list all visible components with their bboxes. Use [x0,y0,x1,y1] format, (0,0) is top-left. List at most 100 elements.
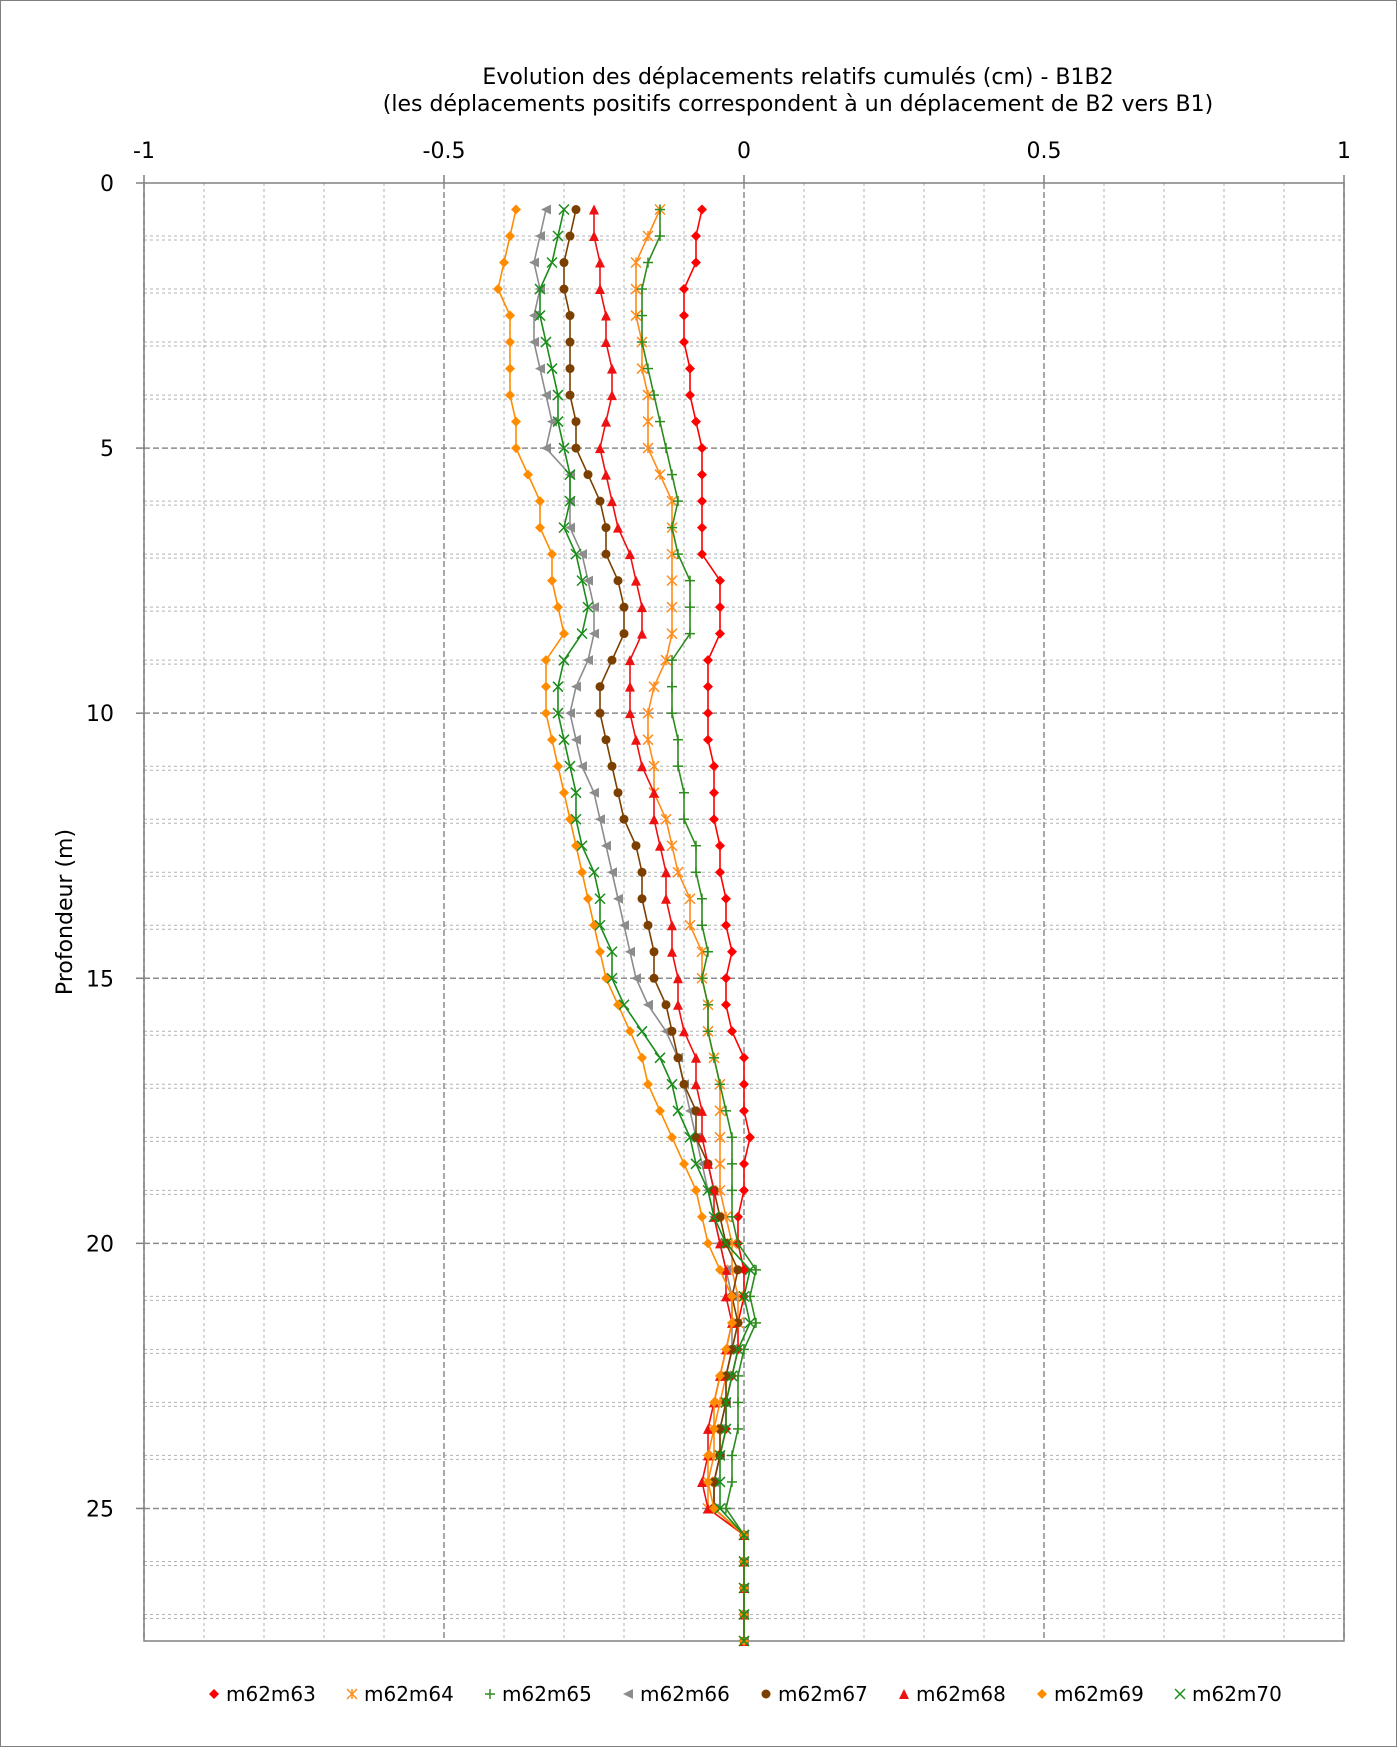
data-point-m62m63 [679,310,689,321]
data-point-m62m63 [727,1026,737,1037]
data-point-m62m70 [690,1158,702,1170]
data-point-m62m66 [601,840,611,851]
data-point-m62m69 [577,867,587,878]
data-point-m62m68 [667,920,677,931]
data-point-m62m65 [679,787,689,798]
data-point-m62m65 [739,1344,749,1355]
data-point-m62m70 [558,203,570,216]
legend-item-m62m66: m62m66 [623,1682,730,1706]
data-point-m62m68 [691,1079,701,1090]
data-point-m62m65 [691,840,701,851]
data-point-m62m68 [601,310,611,321]
data-point-m62m69 [679,1158,689,1169]
data-point-m62m65 [727,1450,737,1461]
data-point-m62m70 [684,1131,696,1143]
data-point-m62m70 [720,1237,732,1249]
data-point-m62m69 [493,284,503,295]
data-point-m62m65 [727,1476,737,1487]
data-point-m62m67 [571,205,581,215]
data-point-m62m67 [667,1026,677,1036]
data-point-m62m68 [631,575,641,586]
data-point-m62m65 [733,1238,743,1249]
x-tick-label: 0.5 [1027,139,1062,164]
legend-marker-m62m68 [899,1689,909,1699]
data-point-m62m66 [529,257,539,268]
data-point-m62m70 [726,1370,738,1382]
data-point-m62m70 [552,707,564,719]
data-point-m62m67 [643,920,653,930]
legend-marker-m62m63 [209,1689,219,1699]
data-point-m62m65 [643,257,653,268]
data-point-m62m65 [685,602,695,613]
data-point-m62m64 [630,310,642,322]
data-point-m62m66 [535,363,545,374]
data-point-m62m63 [685,390,695,401]
data-point-m62m63 [715,628,725,639]
data-point-m62m65 [733,1397,743,1408]
data-point-m62m70 [720,1423,732,1435]
data-point-m62m63 [703,708,713,719]
data-point-m62m65 [727,1185,737,1196]
data-point-m62m68 [595,257,605,268]
data-point-m62m70 [570,787,582,799]
data-point-m62m70 [732,1343,744,1355]
data-point-m62m64 [660,813,672,825]
data-point-m62m70 [576,575,588,587]
data-point-m62m70 [564,469,576,481]
data-point-m62m67 [721,1371,731,1381]
data-point-m62m68 [613,522,623,533]
data-point-m62m63 [721,999,731,1010]
data-point-m62m68 [703,1503,713,1514]
data-point-m62m66 [631,973,641,984]
data-point-m62m67 [607,761,617,771]
data-point-m62m65 [685,628,695,639]
data-point-m62m65 [703,946,713,957]
data-point-m62m70 [594,893,606,905]
data-point-m62m64 [648,681,660,693]
data-point-m62m67 [607,655,617,665]
chart-title: Evolution des déplacements relatifs cumu… [482,65,1113,90]
data-point-m62m63 [703,734,713,745]
legend-item-m62m68: m62m68 [899,1682,1006,1706]
data-point-m62m64 [666,495,678,507]
data-point-m62m69 [715,1264,725,1275]
data-point-m62m70 [738,1529,750,1541]
data-point-m62m68 [625,681,635,692]
data-point-m62m64 [648,760,660,772]
data-point-m62m69 [535,496,545,507]
data-point-m62m65 [667,469,677,480]
data-point-m62m66 [529,337,539,348]
data-point-m62m67 [565,390,575,400]
data-point-m62m68 [697,1132,707,1143]
data-point-m62m64 [642,442,654,454]
data-point-m62m67 [601,735,611,745]
data-point-m62m69 [721,1344,731,1355]
data-point-m62m70 [570,813,582,825]
data-point-m62m63 [715,840,725,851]
data-point-m62m68 [601,469,611,480]
data-point-m62m69 [559,787,569,798]
data-point-m62m65 [637,310,647,321]
series-layer [493,203,761,1647]
y-tick-label: 20 [86,1232,114,1257]
data-point-m62m68 [721,1264,731,1275]
data-point-m62m66 [535,231,545,242]
data-point-m62m70 [672,1105,684,1117]
legend-label-m62m65: m62m65 [502,1682,592,1706]
y-tick-label: 0 [100,172,114,197]
data-point-m62m65 [661,443,671,454]
data-point-m62m70 [546,363,558,375]
data-point-m62m69 [637,1052,647,1063]
legend-marker-m62m65 [485,1689,495,1699]
data-point-m62m65 [667,655,677,666]
data-point-m62m65 [715,1079,725,1090]
data-point-m62m69 [553,761,563,772]
data-point-m62m70 [738,1608,750,1621]
data-point-m62m69 [595,946,605,957]
data-point-m62m70 [666,1078,678,1090]
data-point-m62m70 [552,681,564,693]
data-point-m62m63 [679,337,689,348]
x-axis-ticks: -1 -0.5 0 0.5 1 [133,139,1351,183]
legend-marker-m62m69 [1037,1689,1047,1699]
data-point-m62m70 [606,946,618,958]
